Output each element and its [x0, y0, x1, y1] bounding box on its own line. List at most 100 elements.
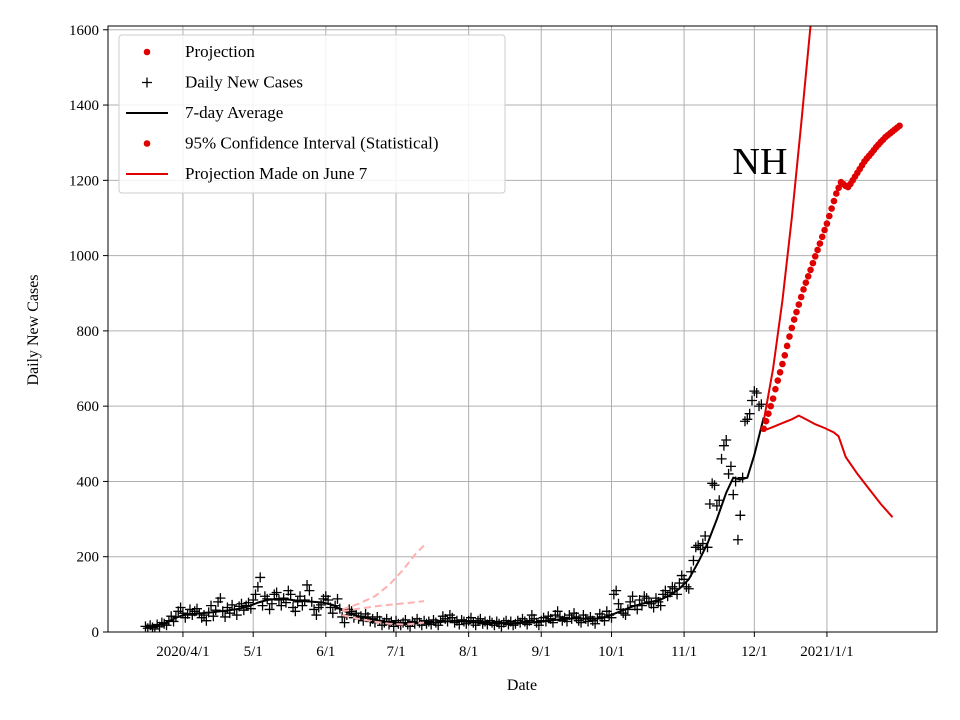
projection-point — [781, 352, 789, 359]
legend: Projection Daily New Cases 7-day Average 95… — [118, 34, 506, 194]
projection-point — [833, 190, 840, 197]
95-confidence-interval-statistical-line — [763, 414, 894, 518]
daily-new-cases-point — [524, 615, 535, 626]
daily-new-cases-point — [683, 583, 694, 594]
projection-point — [807, 266, 814, 274]
y-axis-label: Daily New Cases — [25, 274, 42, 385]
y-tick-label: 600 — [77, 399, 100, 415]
projection-point — [896, 122, 903, 130]
daily-new-cases-point — [304, 585, 315, 596]
daily-new-cases-point — [742, 414, 753, 425]
projection-point — [776, 368, 784, 376]
daily-new-cases-point — [681, 581, 692, 592]
projection-point — [767, 402, 775, 410]
daily-new-cases-point — [269, 589, 280, 600]
daily-new-cases-point — [751, 387, 762, 398]
plot-frame — [107, 25, 938, 633]
daily-new-cases-point — [191, 603, 202, 614]
projection-point — [783, 342, 791, 350]
daily-new-cases-point — [749, 386, 760, 397]
daily-new-cases-point — [444, 610, 455, 621]
daily-new-cases-point — [639, 591, 650, 602]
y-tick-label: 400 — [77, 474, 100, 490]
x-tick-label: 9/1 — [532, 644, 551, 660]
daily-new-cases-point — [735, 510, 746, 521]
legend-label: 95% Confidence Interval (Statistical) — [185, 134, 439, 153]
x-tick-label: 12/1 — [741, 644, 768, 660]
daily-new-cases-point — [732, 534, 743, 545]
daily-new-cases-point — [667, 581, 678, 592]
y-tick-label: 800 — [77, 324, 100, 340]
daily-new-cases-point — [177, 608, 188, 619]
daily-new-cases-point — [297, 600, 308, 611]
projection-point — [788, 324, 796, 332]
daily-new-cases-point — [313, 602, 324, 613]
daily-new-cases-point — [206, 600, 217, 611]
projection-point — [818, 233, 826, 241]
daily-new-cases-point — [709, 480, 720, 491]
daily-new-cases-point — [725, 461, 736, 472]
legend-label: Daily New Cases — [185, 73, 303, 92]
daily-new-cases-point — [201, 615, 212, 626]
daily-new-cases-point — [199, 610, 210, 621]
daily-new-cases-point — [723, 468, 734, 479]
x-tick-label: 11/1 — [671, 644, 697, 660]
x-tick-label: 8/1 — [459, 644, 478, 660]
x-tick-label: 10/1 — [598, 644, 625, 660]
projection-point — [774, 377, 782, 384]
projection-point — [816, 240, 824, 247]
legend-marker-dot — [143, 140, 151, 147]
projection-made-on-june-7-line — [341, 544, 425, 611]
daily-new-cases-point — [250, 589, 261, 600]
7-day-average-line — [145, 417, 765, 629]
legend-label: 7-day Average — [185, 103, 283, 122]
x-tick-label: 2021/1/1 — [800, 644, 853, 660]
x-axis-ticks: 2020/4/1 5/1 6/1 7/1 8/1 9/1 10/1 11/1 12/1 2021/… — [156, 632, 854, 660]
daily-new-cases-point — [210, 605, 221, 616]
daily-new-cases-point — [707, 478, 718, 489]
daily-new-cases-point — [491, 616, 502, 627]
y-tick-label: 200 — [77, 550, 100, 566]
y-tick-label: 1400 — [69, 98, 99, 114]
projection-point — [809, 259, 817, 267]
y-tick-label: 0 — [92, 625, 100, 641]
daily-new-cases-point — [716, 453, 727, 464]
daily-new-cases-point — [756, 399, 767, 410]
daily-new-cases-point — [627, 591, 638, 602]
daily-new-cases-point — [590, 618, 601, 629]
daily-new-cases-point — [215, 593, 226, 604]
daily-new-cases-point — [543, 611, 554, 622]
projection-point — [828, 205, 835, 212]
daily-new-cases-point — [728, 489, 739, 500]
daily-new-cases-point — [484, 615, 495, 626]
daily-new-cases-point — [248, 595, 259, 606]
daily-new-cases-point — [700, 531, 711, 542]
projection-made-on-june-7-low-line — [341, 614, 425, 626]
projection-point — [830, 197, 838, 205]
daily-new-cases-point — [327, 608, 338, 619]
daily-new-cases-point — [573, 615, 584, 626]
y-tick-label: 1000 — [69, 249, 99, 265]
legend-marker-dot — [143, 48, 151, 56]
projection-point — [765, 410, 772, 417]
daily-new-cases-point — [648, 602, 659, 613]
daily-new-cases-point — [271, 587, 282, 598]
daily-new-cases-point — [718, 440, 729, 451]
x-tick-label: 6/1 — [316, 644, 335, 660]
projection-point — [814, 246, 821, 254]
daily-new-cases-point — [449, 617, 460, 628]
daily-new-cases-point — [754, 401, 765, 412]
x-tick-label: 5/1 — [244, 644, 263, 660]
projection-point — [835, 184, 842, 192]
daily-new-cases-point — [704, 499, 715, 510]
legend-label: Projection Made on June 7 — [185, 164, 368, 183]
series-layer — [140, 26, 903, 632]
y-axis-ticks: 0 200 400 600 800 1000 1200 1400 1600 — [69, 23, 108, 641]
daily-new-cases-point — [252, 581, 263, 592]
daily-new-cases-point — [339, 617, 350, 628]
daily-new-cases-point — [184, 604, 195, 615]
daily-new-cases-point — [711, 500, 722, 511]
daily-new-cases-point — [437, 611, 448, 622]
daily-new-cases-point — [746, 395, 757, 406]
daily-new-cases-point — [611, 585, 622, 596]
